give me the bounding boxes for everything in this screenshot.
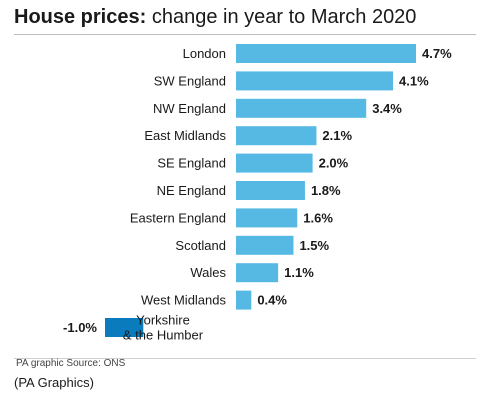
category-label-line: SE England [157,156,226,171]
value-label-0: 4.7% [422,46,452,61]
category-label-9: West Midlands [141,293,227,308]
category-label-4: SE England [157,156,226,171]
title-divider [14,34,476,35]
value-label-8: 1.1% [284,265,314,280]
category-label-7: Scotland [175,238,226,253]
bar-10 [105,318,144,337]
chart-title: House prices: change in year to March 20… [14,6,416,29]
category-label-8: Wales [190,265,226,280]
category-label-line: West Midlands [141,293,227,308]
source-divider [14,358,476,359]
category-label-line: East Midlands [144,128,226,143]
category-label-5: NE England [157,183,226,198]
category-label-line: Scotland [175,238,226,253]
category-label-line: SW England [154,73,226,88]
category-label-10: Yorkshire & the Humber [123,313,204,343]
category-label-line: Wales [190,265,226,280]
category-label-line: & the Humber [123,328,204,343]
category-label-line: NW England [153,101,226,116]
bar-5 [236,181,305,200]
category-label-0: London [183,46,226,61]
bar-7 [236,235,294,255]
bar-2 [236,98,367,118]
value-label-7: 1.5% [299,238,329,253]
category-label-line: NE England [157,183,226,198]
bar-6 [236,208,298,228]
chart-title-rest: change in year to March 2020 [146,6,417,28]
bars-group: London 4.7% SW England 4.1% NW England 3.4% Ea… [63,44,452,343]
bar-8 [236,263,279,283]
category-label-2: NW England [153,101,226,116]
value-label-2: 3.4% [372,101,402,116]
bar-9 [236,290,252,310]
credit-caption: (PA Graphics) [14,375,94,390]
value-label-4: 2.0% [319,156,349,171]
bar-4 [236,153,313,173]
category-label-6: Eastern England [130,210,226,225]
value-label-10: -1.0% [63,320,97,335]
bar-1 [236,71,394,91]
category-label-line: Eastern England [130,210,226,225]
value-label-1: 4.1% [399,73,429,88]
value-label-5: 1.8% [311,183,341,198]
bar-0 [236,44,417,63]
category-label-line: London [183,46,226,61]
value-label-3: 2.1% [322,128,352,143]
source-note: PA graphic Source: ONS [16,358,126,369]
value-label-6: 1.6% [303,210,333,225]
value-label-9: 0.4% [257,293,287,308]
category-label-1: SW England [154,73,226,88]
chart-title-bold: House prices: [14,6,147,28]
category-label-line: Yorkshire [136,313,190,328]
bar-3 [236,126,317,146]
category-label-3: East Midlands [144,128,226,143]
